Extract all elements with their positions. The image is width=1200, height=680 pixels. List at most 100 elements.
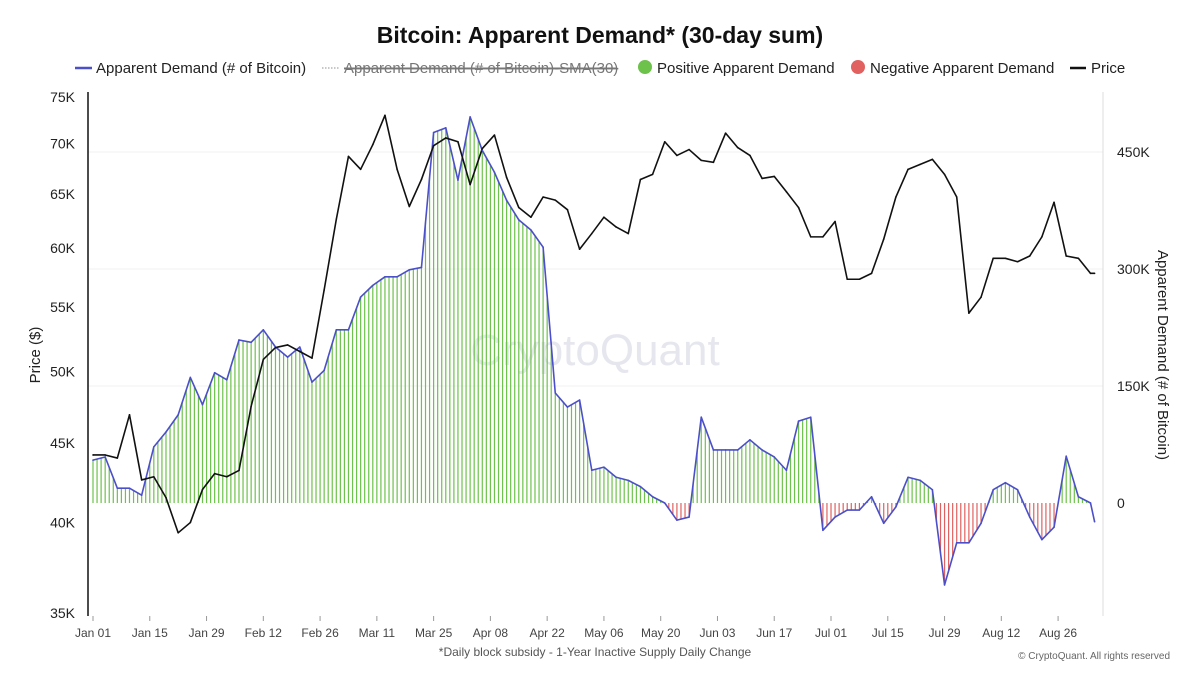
apparent-demand-point: [992, 488, 995, 491]
price-point: [736, 146, 739, 149]
apparent-demand-point: [785, 469, 788, 472]
price-point: [444, 137, 447, 139]
apparent-demand-point: [578, 399, 581, 401]
price-point: [396, 168, 398, 171]
price-point: [700, 159, 703, 162]
price-point: [968, 312, 970, 314]
apparent-demand-point: [1065, 455, 1067, 458]
price-point: [919, 163, 922, 166]
price-point: [554, 199, 557, 201]
price-point: [517, 206, 520, 209]
price-point: [785, 190, 788, 193]
apparent-demand-point: [299, 346, 301, 348]
left-tick-label: 45K: [50, 435, 76, 451]
price-point: [201, 488, 204, 491]
apparent-demand-point: [481, 149, 484, 152]
apparent-demand-point: [797, 420, 800, 422]
x-tick-label: Jan 29: [189, 626, 225, 640]
legend-item-positive[interactable]: Positive Apparent Demand: [638, 60, 835, 77]
right-tick-label: 450K: [1117, 144, 1150, 160]
left-tick-label: 50K: [50, 363, 76, 379]
legend-item-sma[interactable]: Apparent Demand (# of Bitcoin)-SMA(30): [322, 60, 618, 77]
price-point: [846, 278, 849, 281]
price-point: [615, 226, 617, 228]
apparent-demand-point: [603, 466, 605, 468]
price-point: [104, 454, 106, 456]
apparent-demand-point: [834, 516, 836, 518]
apparent-demand-point: [822, 529, 824, 532]
apparent-demand-point: [907, 476, 909, 479]
price-point: [153, 475, 155, 478]
price-point: [688, 148, 690, 151]
x-tick-label: Feb 26: [301, 626, 339, 640]
demand-bars: [92, 116, 1088, 585]
price-point: [1089, 272, 1092, 275]
right-axis-label: Apparent Demand (# of Bitcoin): [1154, 250, 1171, 460]
left-tick-label: 40K: [50, 515, 76, 531]
price-point: [663, 140, 666, 143]
price-point: [761, 177, 763, 180]
price-point: [323, 289, 325, 291]
apparent-demand-point: [408, 268, 411, 271]
legend-label: Negative Apparent Demand: [870, 60, 1054, 77]
x-tick-label: Aug 26: [1039, 626, 1077, 640]
x-tick-label: Mar 25: [415, 626, 453, 640]
legend-item-negative[interactable]: Negative Apparent Demand: [851, 60, 1054, 77]
apparent-demand-point: [895, 506, 897, 508]
x-tick-label: Jul 15: [872, 626, 904, 640]
price-point: [639, 178, 642, 181]
price-point: [371, 143, 374, 146]
legend-label: Price: [1091, 60, 1125, 77]
apparent-demand-point: [761, 449, 763, 451]
price-point: [955, 196, 958, 198]
apparent-demand-point: [104, 456, 106, 458]
apparent-demand-point: [505, 199, 508, 202]
series-lines: [92, 114, 1096, 586]
apparent-demand-point: [688, 516, 690, 518]
x-tick-label: Aug 12: [982, 626, 1020, 640]
apparent-demand-point: [809, 416, 812, 419]
apparent-demand-point: [919, 479, 922, 482]
left-axis-label: Price ($): [27, 327, 44, 384]
apparent-demand-point: [189, 376, 192, 379]
left-tick-label: 70K: [50, 136, 76, 152]
price-point: [773, 175, 776, 178]
price-point: [128, 414, 131, 416]
x-axis-ticks: Jan 01 Jan 15 Jan 29 Feb 12 Feb 26 Mar 11 Mar …: [75, 616, 1077, 640]
legend: Apparent Demand (# of Bitcoin) Apparent …: [75, 60, 1125, 77]
price-point: [1004, 257, 1007, 260]
apparent-demand-point: [444, 127, 447, 129]
legend-circle-icon: [638, 60, 652, 74]
price-point: [822, 236, 824, 238]
legend-item-price[interactable]: Price: [1070, 60, 1125, 77]
apparent-demand-point: [213, 371, 216, 374]
apparent-demand-point: [92, 459, 94, 461]
apparent-demand-point: [201, 403, 204, 406]
price-point: [797, 206, 800, 209]
price-point: [469, 183, 471, 186]
x-tick-label: Mar 11: [359, 626, 396, 640]
apparent-demand-point: [931, 488, 934, 491]
price-point: [311, 357, 313, 359]
apparent-demand-point: [140, 494, 143, 497]
apparent-demand-point: [396, 276, 398, 278]
price-point: [578, 248, 581, 250]
legend-item-apparent-demand[interactable]: Apparent Demand (# of Bitcoin): [75, 60, 306, 77]
apparent-demand-point: [311, 381, 313, 383]
price-point: [274, 346, 277, 349]
price-point: [92, 454, 94, 456]
x-tick-label: Jan 01: [75, 626, 111, 640]
price-point: [165, 496, 167, 499]
price-point: [213, 472, 216, 475]
apparent-demand-point: [384, 276, 386, 278]
left-tick-label: 75K: [50, 89, 76, 105]
apparent-demand-point: [736, 449, 739, 451]
apparent-demand-point: [882, 522, 885, 525]
price-point: [457, 140, 459, 143]
apparent-demand-point: [371, 284, 374, 287]
apparent-demand-point: [177, 414, 179, 416]
price-point: [432, 144, 435, 147]
price-point: [226, 475, 228, 478]
x-tick-label: Apr 22: [529, 626, 565, 640]
